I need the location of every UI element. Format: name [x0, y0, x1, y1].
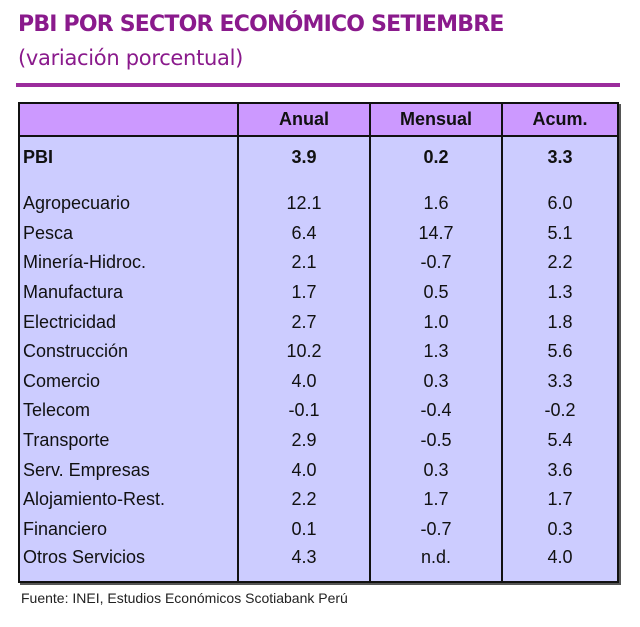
cell-anual: 4.3	[237, 544, 370, 583]
table-row: Otros Servicios 4.3 n.d. 4.0	[19, 544, 618, 583]
cell-mensual: 1.7	[369, 484, 502, 515]
table-row: Serv. Empresas 4.0 0.3 3.6	[19, 455, 618, 485]
row-label: Serv. Empresas	[19, 455, 238, 485]
header-sector	[19, 103, 238, 137]
table-row-total: PBI 3.9 0.2 3.3	[19, 136, 618, 189]
table-row: Transporte 2.9 -0.5 5.4	[19, 425, 618, 456]
cell-anual: 12.1	[237, 189, 370, 219]
cell-anual: 0.1	[237, 514, 370, 545]
cell-mensual: -0.5	[369, 425, 502, 456]
row-label: PBI	[19, 136, 238, 189]
cell-anual: 1.7	[237, 277, 370, 308]
cell-acum: 1.3	[501, 277, 618, 308]
row-label: Minería-Hidroc.	[19, 248, 238, 278]
table-row: Agropecuario 12.1 1.6 6.0	[19, 189, 618, 219]
table-header-row: Anual Mensual Acum.	[19, 103, 618, 137]
cell-anual: 2.1	[237, 248, 370, 278]
cell-mensual: 1.3	[369, 336, 502, 367]
cell-anual: 3.9	[237, 136, 370, 189]
row-label: Electricidad	[19, 307, 238, 337]
header-mensual: Mensual	[369, 103, 502, 137]
row-label: Manufactura	[19, 277, 238, 308]
cell-acum: 1.8	[501, 307, 618, 337]
title-divider	[16, 83, 620, 87]
cell-acum: 4.0	[501, 544, 618, 583]
cell-acum: 2.2	[501, 248, 618, 278]
table-row: Telecom -0.1 -0.4 -0.2	[19, 396, 618, 426]
cell-acum: 3.3	[501, 366, 618, 397]
source-note: Fuente: INEI, Estudios Económicos Scotia…	[21, 590, 348, 606]
table-row: Alojamiento-Rest. 2.2 1.7 1.7	[19, 484, 618, 515]
cell-mensual: -0.4	[369, 396, 502, 426]
cell-acum: 5.4	[501, 425, 618, 456]
cell-acum: 6.0	[501, 189, 618, 219]
table-row: Minería-Hidroc. 2.1 -0.7 2.2	[19, 248, 618, 278]
row-label: Financiero	[19, 514, 238, 545]
row-label: Agropecuario	[19, 189, 238, 219]
table-row: Electricidad 2.7 1.0 1.8	[19, 307, 618, 337]
cell-anual: 2.9	[237, 425, 370, 456]
cell-mensual: n.d.	[369, 544, 502, 583]
row-label: Comercio	[19, 366, 238, 397]
cell-acum: 1.7	[501, 484, 618, 515]
cell-acum: 3.6	[501, 455, 618, 485]
cell-acum: 5.1	[501, 218, 618, 249]
page-subtitle: (variación porcentual)	[18, 46, 244, 70]
header-acum: Acum.	[501, 103, 618, 137]
table-row: Financiero 0.1 -0.7 0.3	[19, 514, 618, 545]
header-anual: Anual	[237, 103, 370, 137]
table-row: Pesca 6.4 14.7 5.1	[19, 218, 618, 249]
table-row: Comercio 4.0 0.3 3.3	[19, 366, 618, 397]
table-row: Construcción 10.2 1.3 5.6	[19, 336, 618, 367]
cell-anual: 4.0	[237, 455, 370, 485]
cell-acum: 5.6	[501, 336, 618, 367]
cell-mensual: 0.3	[369, 455, 502, 485]
cell-acum: -0.2	[501, 396, 618, 426]
cell-mensual: 14.7	[369, 218, 502, 249]
cell-mensual: 1.6	[369, 189, 502, 219]
row-label: Transporte	[19, 425, 238, 456]
cell-mensual: 0.2	[369, 136, 502, 189]
table-row: Manufactura 1.7 0.5 1.3	[19, 277, 618, 308]
row-label: Telecom	[19, 396, 238, 426]
gdp-sector-table: Anual Mensual Acum. PBI 3.9 0.2 3.3 Agro…	[18, 102, 619, 584]
cell-anual: -0.1	[237, 396, 370, 426]
cell-anual: 2.7	[237, 307, 370, 337]
row-label: Alojamiento-Rest.	[19, 484, 238, 515]
cell-anual: 10.2	[237, 336, 370, 367]
page-title: PBI POR SECTOR ECONÓMICO SETIEMBRE	[18, 12, 504, 37]
row-label: Pesca	[19, 218, 238, 249]
cell-mensual: 0.3	[369, 366, 502, 397]
cell-acum: 3.3	[501, 136, 618, 189]
cell-anual: 2.2	[237, 484, 370, 515]
cell-mensual: -0.7	[369, 248, 502, 278]
cell-anual: 6.4	[237, 218, 370, 249]
cell-mensual: 1.0	[369, 307, 502, 337]
cell-mensual: -0.7	[369, 514, 502, 545]
cell-mensual: 0.5	[369, 277, 502, 308]
row-label: Construcción	[19, 336, 238, 367]
cell-acum: 0.3	[501, 514, 618, 545]
row-label: Otros Servicios	[19, 544, 238, 583]
cell-anual: 4.0	[237, 366, 370, 397]
